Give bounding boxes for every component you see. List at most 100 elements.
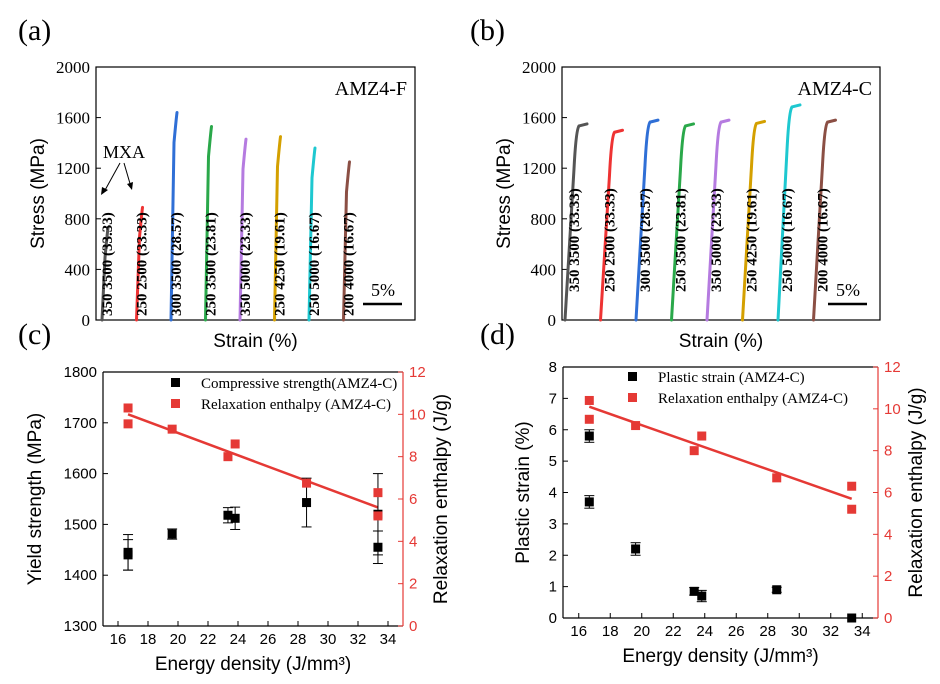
data-point-red xyxy=(373,511,383,521)
y-tick-label: 1600 xyxy=(522,109,556,128)
data-point-black xyxy=(373,542,383,552)
curve-label: 250 4250 (19.61) xyxy=(745,188,761,292)
x-tick-label: 30 xyxy=(791,623,808,640)
y-axis-title: Stress (MPa) xyxy=(494,138,515,249)
scale-bar-label: 5% xyxy=(371,280,395,300)
legend-label: Compressive strength(AMZ4-C) xyxy=(201,376,397,392)
y-tick-label: 400 xyxy=(65,260,91,279)
y2-tick-label: 8 xyxy=(409,449,417,466)
y2-tick-label: 2 xyxy=(884,568,892,585)
stress-strain-curve xyxy=(169,111,179,322)
data-point-black xyxy=(772,585,782,595)
x-axis-title: Strain (%) xyxy=(213,331,297,352)
y2-tick-label: 10 xyxy=(409,406,426,423)
y-tick-label: 6 xyxy=(549,422,557,439)
curve-label: 350 5000 (23.33) xyxy=(709,188,725,292)
stress-strain-curve xyxy=(100,226,110,322)
x-tick-label: 24 xyxy=(230,631,247,648)
data-point-black xyxy=(302,498,312,508)
curve-label: 350 3500 (33.33) xyxy=(100,212,116,316)
chart-title: AMZ4-C xyxy=(798,78,872,100)
data-point-black xyxy=(697,591,707,601)
data-point-black xyxy=(631,544,641,554)
curve-label: 200 4000 (16.67) xyxy=(816,188,832,292)
scale-bar-label: 5% xyxy=(836,280,860,300)
scatter-chart-c: 16 18 20 22 24 26 28 30 32 3413001400150016001700… xyxy=(25,364,452,675)
y2-tick-label: 8 xyxy=(884,443,892,460)
data-point-black xyxy=(847,613,857,623)
data-point-red xyxy=(123,403,133,413)
data-point-black xyxy=(689,586,699,596)
legend-label: Relaxation enthalpy (AMZ4-C) xyxy=(658,391,848,407)
mxa-arrow-head xyxy=(127,182,133,190)
x-tick-label: 28 xyxy=(759,623,776,640)
scatter-chart-d: 16 18 20 22 24 26 28 30 32 34012345678024681012En… xyxy=(513,359,927,667)
y2-tick-label: 0 xyxy=(884,610,892,627)
y-tick-label: 800 xyxy=(65,210,91,229)
y-tick-label: 0 xyxy=(549,610,557,627)
y-tick-label: 1800 xyxy=(64,364,97,381)
stress-strain-curve xyxy=(135,205,144,322)
x-tick-label: 26 xyxy=(728,623,745,640)
curve-label: 250 5000 (16.67) xyxy=(780,188,796,292)
y-tick-label: 2000 xyxy=(56,58,90,77)
stress-strain-curve xyxy=(238,137,248,322)
stress-strain-curve xyxy=(273,135,282,322)
stress-strain-curve xyxy=(599,128,624,322)
mxa-arrow xyxy=(123,162,132,188)
data-point-red xyxy=(772,473,782,483)
plot-frame xyxy=(95,66,416,321)
data-point-red xyxy=(302,478,312,488)
y-tick-label: 1600 xyxy=(64,466,97,483)
y-tick-label: 0 xyxy=(82,311,91,330)
mxa-annotation: MXA xyxy=(103,142,145,162)
data-point-red xyxy=(847,481,857,491)
data-point-black xyxy=(584,431,594,441)
y-tick-label: 1700 xyxy=(64,415,97,432)
chart-title: AMZ4-F xyxy=(335,78,407,100)
y2-axis-title: Relaxation enthalpy (J/g) xyxy=(431,394,452,604)
legend-marker-red xyxy=(171,399,180,408)
stress-strain-curve xyxy=(342,160,351,322)
stress-chart-b: 0 400 800 1200 1600 2000 Strain (%) Stress (MPa… xyxy=(494,58,881,352)
stress-strain-curve xyxy=(776,103,802,322)
y2-tick-label: 4 xyxy=(884,526,892,543)
data-point-black xyxy=(223,510,233,520)
y-axis-title: Plastic strain (%) xyxy=(513,421,534,564)
y-tick-label: 1600 xyxy=(56,109,90,128)
y2-tick-label: 6 xyxy=(409,491,417,508)
data-point-black xyxy=(167,529,177,539)
x-tick-label: 16 xyxy=(110,631,127,648)
y-axis-title: Stress (MPa) xyxy=(28,138,49,249)
y2-tick-label: 12 xyxy=(409,364,426,381)
y-tick-label: 1400 xyxy=(64,567,97,584)
curve-label: 300 3500 (28.57) xyxy=(638,188,654,292)
y-tick-label: 1500 xyxy=(64,516,97,533)
y-tick-label: 1 xyxy=(549,579,557,596)
x-tick-label: 28 xyxy=(290,631,307,648)
data-point-red xyxy=(631,421,641,431)
y2-tick-label: 4 xyxy=(409,533,417,550)
y-tick-label: 2000 xyxy=(522,58,556,77)
data-point-red xyxy=(689,446,699,456)
mxa-arrow xyxy=(103,162,121,193)
x-tick-label: 18 xyxy=(140,631,157,648)
data-point-red xyxy=(373,488,383,498)
y2-tick-label: 10 xyxy=(884,401,901,418)
curve-label: 250 2500 (33.33) xyxy=(603,188,619,292)
y2-axis-title: Relaxation enthalpy (J/g) xyxy=(906,387,927,597)
x-tick-label: 32 xyxy=(822,623,839,640)
legend-label: Plastic strain (AMZ4-C) xyxy=(658,370,805,386)
x-tick-label: 30 xyxy=(320,631,337,648)
curve-label: 250 4250 (19.61) xyxy=(273,212,289,316)
x-tick-label: 26 xyxy=(260,631,277,648)
curve-label: 250 2500 (33.33) xyxy=(135,212,151,316)
data-point-red xyxy=(167,424,177,434)
y-axis-title: Yield strength (MPa) xyxy=(25,413,46,585)
panel-label-b: (b) xyxy=(470,14,505,47)
data-point-red xyxy=(123,419,133,429)
panel-label-c: (c) xyxy=(18,318,52,351)
data-point-black xyxy=(230,513,240,523)
curve-label: 250 3500 (23.81) xyxy=(674,188,690,292)
data-point-black xyxy=(123,550,133,560)
